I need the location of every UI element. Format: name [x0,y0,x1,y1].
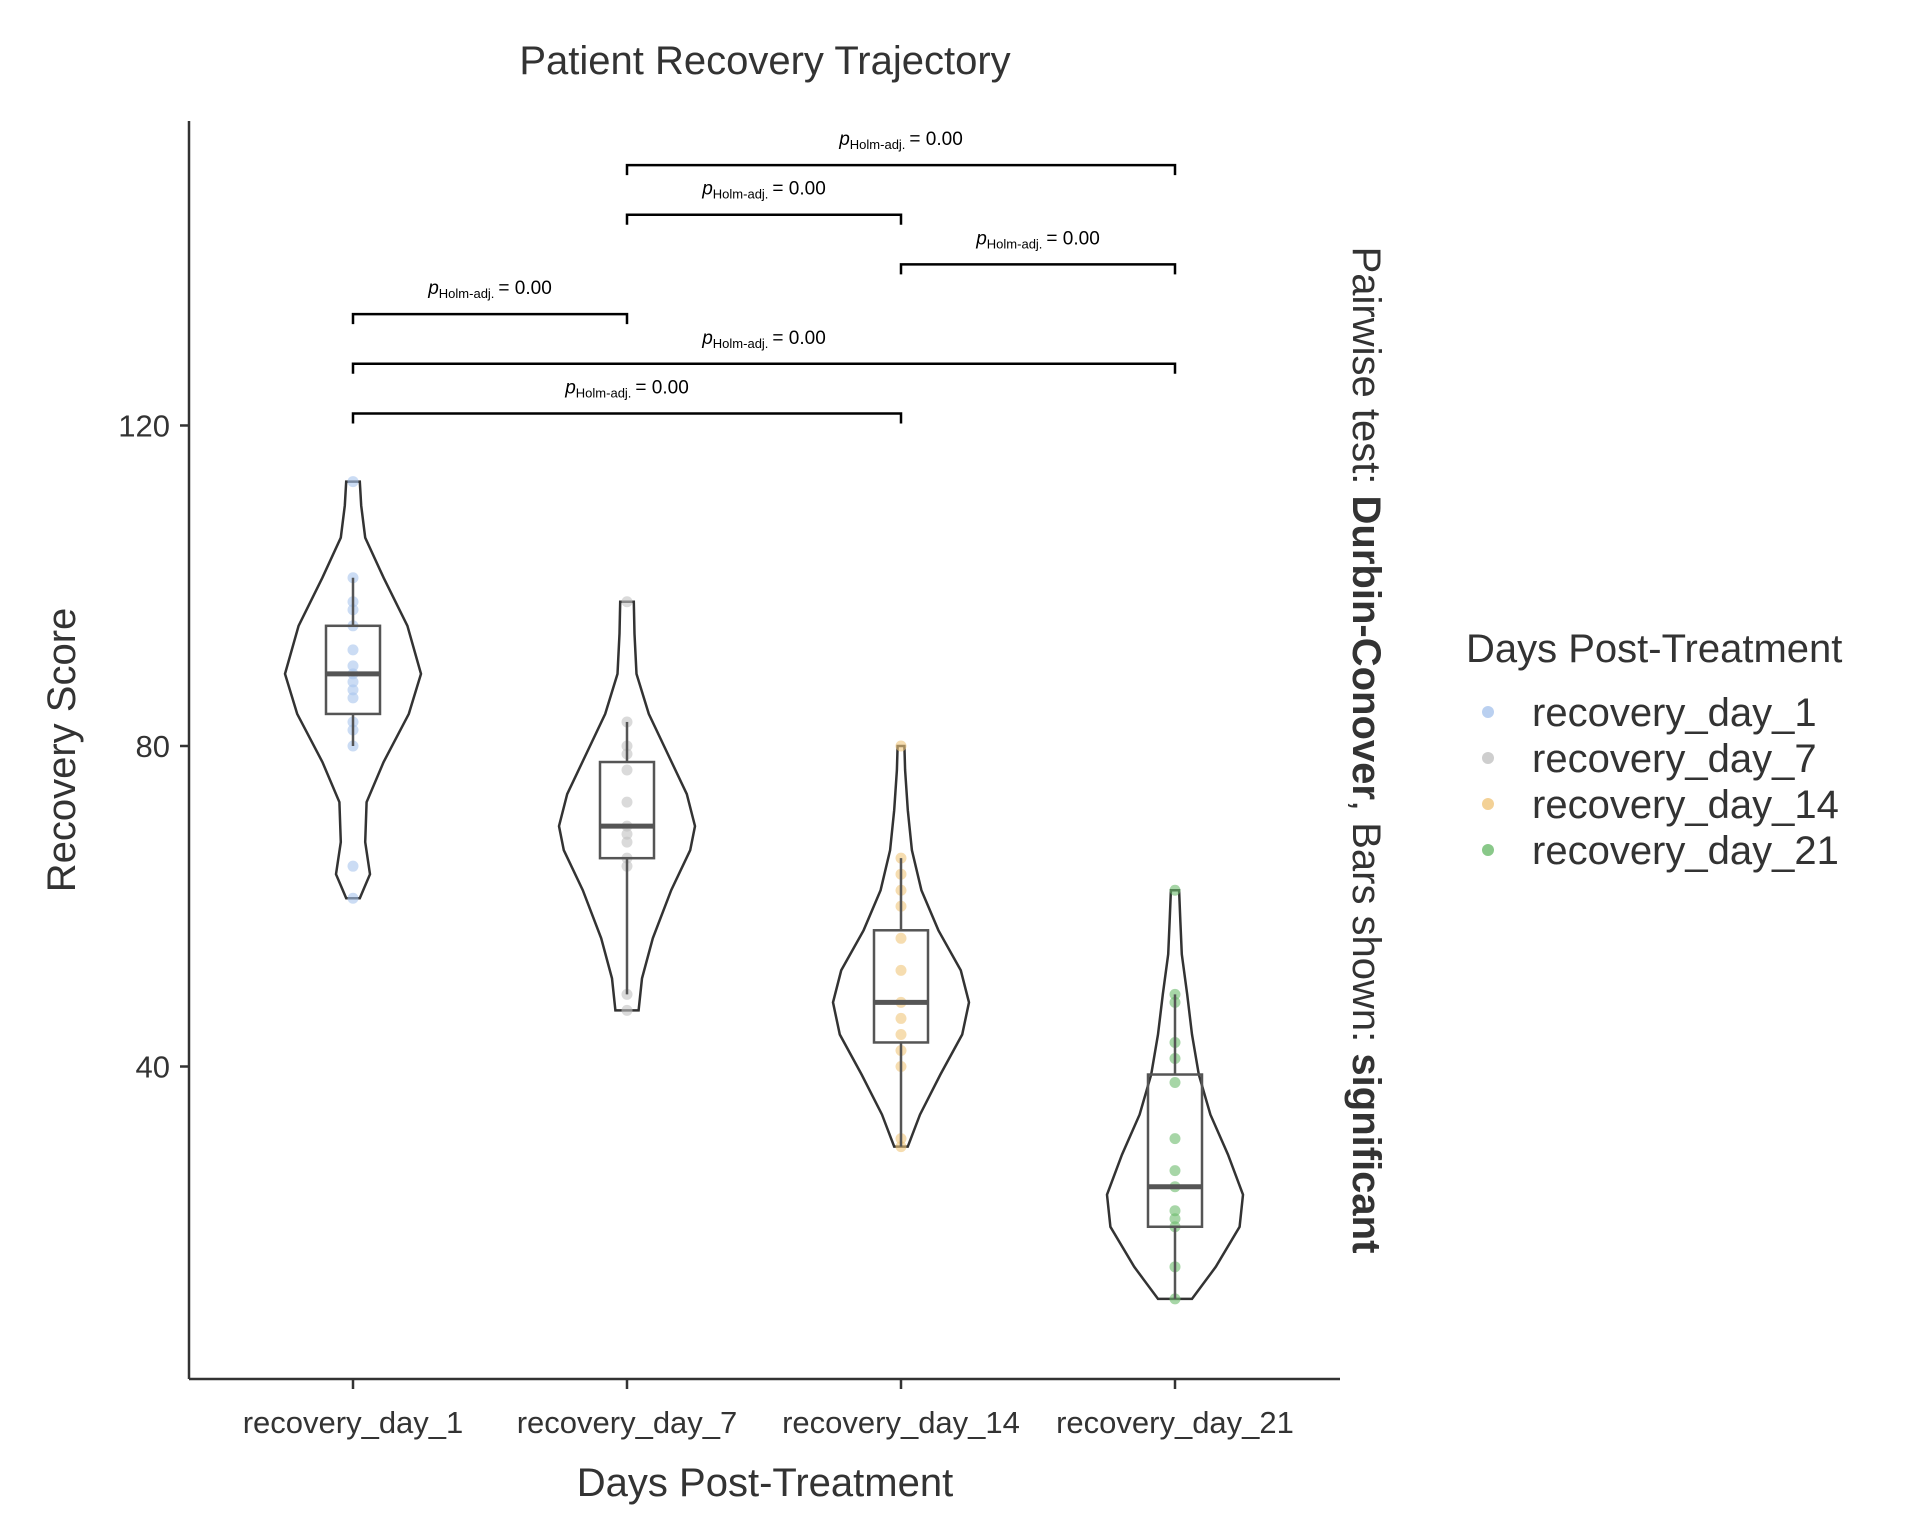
data-point [1169,1213,1181,1225]
legend-title: Days Post-Treatment [1466,627,1842,671]
legend-item: recovery_day_1 [1482,691,1817,735]
data-point [1169,1205,1181,1217]
data-point [1169,1165,1181,1177]
p-value-label: pHolm-adj. = 0.00 [975,228,1100,251]
legend-swatch [1482,798,1494,810]
pairwise-test-subtitle: Pairwise test: Durbin-Conover, Bars show… [1344,247,1388,1254]
bracket-line [351,412,903,424]
y-tick-label: 40 [136,1050,170,1085]
group-recovery_day_7 [557,596,697,1016]
group-recovery_day_14 [831,740,971,1153]
legend-label: recovery_day_21 [1532,829,1839,873]
box-iqr [872,929,930,1044]
p-value-label: pHolm-adj. = 0.00 [564,377,689,400]
subtitle-prefix: Pairwise test: [1344,247,1388,496]
p-value-label: pHolm-adj. = 0.00 [838,129,963,152]
x-tick-label: recovery_day_7 [517,1405,738,1440]
legend-swatch [1482,706,1494,718]
group-recovery_day_1 [283,476,423,904]
bracket-recovery_day_1-recovery_day_21: pHolm-adj. = 0.00 [351,328,1177,374]
bracket-line [351,312,629,325]
pairwise-brackets: pHolm-adj. = 0.00 pHolm-adj. = 0.00 pHolm-ad… [351,129,1177,424]
plot-area [283,476,1245,1305]
p-value-label: pHolm-adj. = 0.00 [427,278,552,301]
violin-shape [283,480,423,900]
x-axis-ticks: recovery_day_1 recovery_day_7 recovery_day… [243,1379,1294,1440]
legend: Days Post-Treatment recovery_day_1recove… [1466,627,1842,873]
data-point [347,660,359,672]
data-point [347,676,359,688]
data-point [895,740,907,752]
legend-label: recovery_day_1 [1532,691,1817,735]
data-point [621,1004,633,1016]
bracket-recovery_day_1-recovery_day_14: pHolm-adj. = 0.00 [351,377,903,424]
y-tick-label: 120 [118,408,170,443]
data-point [895,1028,907,1040]
bracket-recovery_day_1-recovery_day_7: pHolm-adj. = 0.00 [351,278,629,325]
box-iqr [598,760,656,860]
bracket-line [351,362,1177,374]
y-axis-ticks: 40 80 120 [118,408,189,1085]
data-point [895,964,907,976]
data-point [895,932,907,944]
legend-item: recovery_day_7 [1482,737,1817,781]
box-iqr [1146,1073,1204,1229]
x-axis-title: Days Post-Treatment [577,1461,953,1505]
data-point [1169,1133,1181,1145]
violin-shape [557,600,697,1012]
y-axis-title: Recovery Score [40,608,84,893]
bracket-recovery_day_7-recovery_day_21: pHolm-adj. = 0.00 [625,129,1177,176]
data-point [347,684,359,696]
subtitle-test-name: Durbin-Conover [1344,496,1388,800]
x-tick-label: recovery_day_1 [243,1405,464,1440]
legend-label: recovery_day_7 [1532,737,1817,781]
legend-swatch [1482,752,1494,764]
legend-label: recovery_day_14 [1532,783,1839,827]
p-value-label: pHolm-adj. = 0.00 [701,328,826,351]
data-point [895,1012,907,1024]
subtitle-middle: , Bars shown: [1344,800,1388,1053]
box-iqr [324,624,382,716]
bracket-recovery_day_7-recovery_day_14: pHolm-adj. = 0.00 [625,179,903,225]
x-tick-label: recovery_day_14 [782,1405,1020,1440]
data-point [1169,884,1181,896]
y-tick-label: 80 [136,729,170,764]
data-point [621,796,633,808]
data-point [1169,1077,1181,1089]
p-value-label: pHolm-adj. = 0.00 [701,179,826,202]
bracket-line [899,263,1177,275]
data-point [347,644,359,656]
legend-swatch [1482,844,1494,856]
data-point [621,828,633,840]
subtitle-shown: significant [1344,1053,1388,1253]
data-point [347,860,359,872]
x-tick-label: recovery_day_21 [1056,1405,1294,1440]
data-point [621,836,633,848]
legend-item: recovery_day_14 [1482,783,1839,827]
data-point [347,692,359,704]
bracket-line [625,213,903,225]
chart-title: Patient Recovery Trajectory [519,39,1010,83]
bracket-line [625,163,1177,176]
group-recovery_day_21 [1105,884,1245,1305]
data-point [621,596,633,608]
bracket-recovery_day_14-recovery_day_21: pHolm-adj. = 0.00 [899,228,1177,275]
legend-item: recovery_day_21 [1482,829,1839,873]
data-point [347,892,359,904]
data-point [347,476,359,488]
data-point [621,764,633,776]
